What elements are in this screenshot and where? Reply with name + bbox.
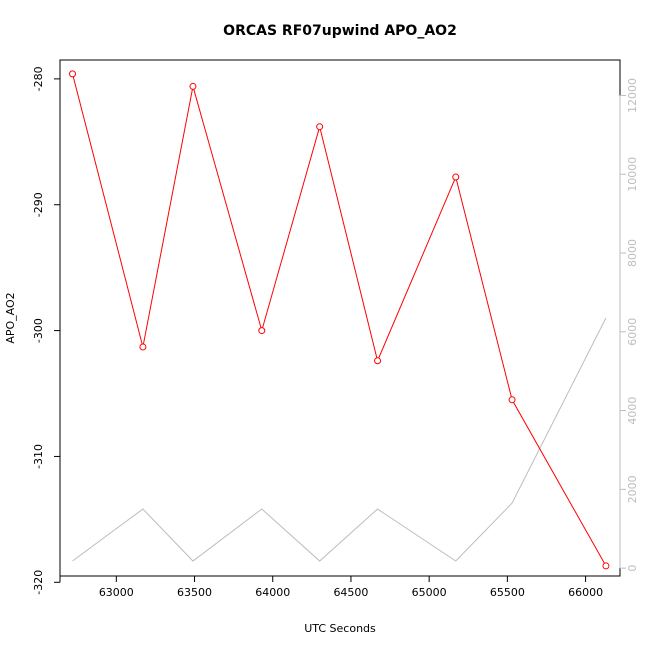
data-point: [189, 82, 197, 90]
y-axis-right: 0 2000 4000 6000 8000 10000 12000: [619, 78, 639, 572]
series-line-left: [72, 73, 607, 567]
x-tick-label: 65500: [490, 586, 525, 599]
y2-tick-label: 4000: [626, 397, 639, 425]
y2-tick-label: 6000: [626, 318, 639, 346]
data-point: [602, 562, 610, 570]
data-point: [452, 173, 460, 181]
y-tick-label: -280: [32, 66, 45, 91]
x-tick-label: 64000: [255, 586, 290, 599]
x-tick-label: 65000: [412, 586, 447, 599]
x-tick-label: 66000: [568, 586, 603, 599]
y-axis-left: -280 -290 -300 -310 -320: [32, 66, 61, 595]
y-tick-label: -310: [32, 444, 45, 469]
x-axis: 63000 63500 64000 64500 65000 65500 66000: [99, 575, 603, 599]
y-axis-label: APO_AO2: [4, 292, 17, 343]
y2-tick-label: 8000: [626, 239, 639, 267]
y-tick-label: -300: [32, 318, 45, 343]
series-line-right: [72, 317, 607, 562]
x-axis-label: UTC Seconds: [304, 622, 376, 635]
y2-tick-label: 10000: [626, 157, 639, 192]
plot-frame: [59, 59, 621, 577]
data-point: [508, 396, 516, 404]
data-point: [316, 123, 324, 131]
data-point: [139, 343, 147, 351]
data-point: [258, 327, 266, 335]
y2-tick-label: 0: [626, 565, 639, 572]
y-tick-label: -290: [32, 192, 45, 217]
data-point: [374, 357, 382, 365]
x-tick-label: 63500: [177, 586, 212, 599]
y-tick-label: -320: [32, 570, 45, 595]
data-point: [69, 70, 77, 78]
y2-tick-label: 2000: [626, 475, 639, 503]
x-tick-label: 64500: [333, 586, 368, 599]
y2-tick-label: 12000: [626, 78, 639, 113]
series-layer: [69, 70, 610, 570]
x-tick-label: 63000: [99, 586, 134, 599]
chart-title: ORCAS RF07upwind APO_AO2: [223, 23, 457, 39]
